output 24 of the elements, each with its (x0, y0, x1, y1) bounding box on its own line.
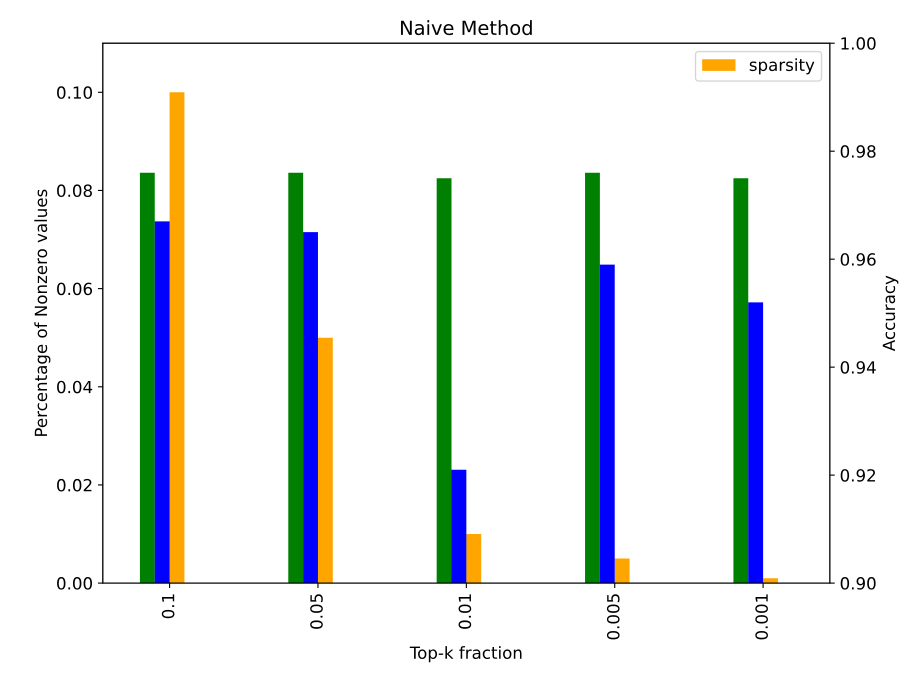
y2-tick-label: 0.90 (840, 577, 876, 590)
x-tick-label: 0.005 (606, 594, 620, 640)
y2-tick-label: 1.00 (841, 37, 876, 50)
legend-label: sparsity (750, 58, 814, 74)
x-axis-title: Top-k fraction (410, 646, 522, 662)
x-tick-label: 0.05 (310, 594, 323, 629)
y2-tick-label: 0.92 (840, 469, 876, 482)
x-tick-label: 0.1 (162, 594, 174, 618)
y-tick-label: 0.10 (57, 86, 92, 99)
y-tick-label: 0.08 (57, 184, 92, 198)
y2-tick-label: 0.98 (840, 145, 876, 158)
y-axis-title: Percentage of Nonzero values (34, 190, 50, 436)
y2-axis-title: Accuracy (882, 276, 898, 352)
x-tick-label: 0.001 (755, 594, 768, 640)
y2-tick-label: 0.94 (840, 361, 876, 374)
y2-tick-label: 0.96 (840, 253, 876, 266)
y-tick-label: 0.04 (57, 380, 92, 394)
bar (763, 578, 778, 584)
y-tick-label: 0.00 (57, 577, 92, 590)
y-tick-label: 0.02 (57, 478, 92, 492)
y-tick-label: 0.06 (57, 282, 92, 296)
chart-title: Naive Method (401, 20, 532, 36)
bar (614, 558, 630, 584)
x-tick-label: 0.01 (458, 594, 472, 629)
